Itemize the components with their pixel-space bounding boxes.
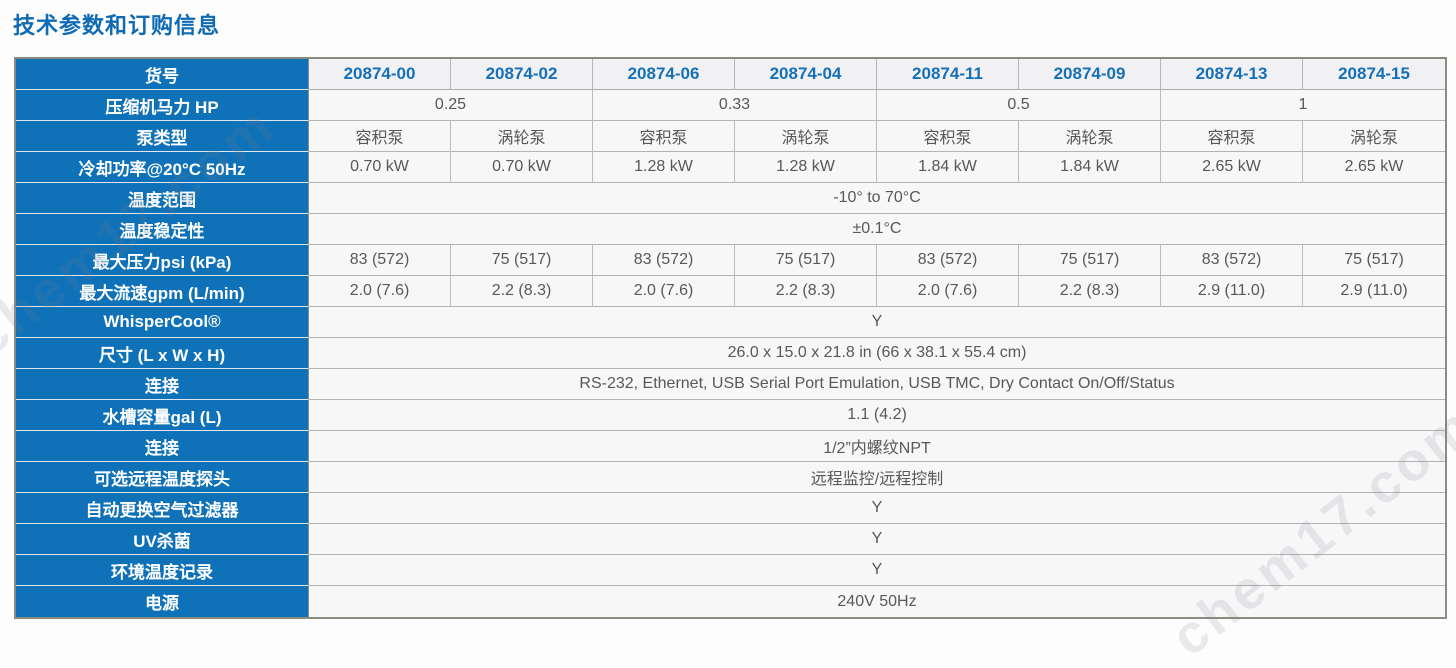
- spec-cell: 0.70 kW: [309, 152, 451, 183]
- table-row-remote-probe: 可选远程温度探头 远程监控/远程控制: [16, 462, 1445, 493]
- table-row-temp-stability: 温度稳定性 ±0.1°C: [16, 214, 1445, 245]
- spec-cell: 涡轮泵: [451, 121, 593, 152]
- table-row-connections-comm: 连接 RS-232, Ethernet, USB Serial Port Emu…: [16, 369, 1445, 400]
- page-title: 技术参数和订购信息: [13, 13, 221, 38]
- spec-cell: 26.0 x 15.0 x 21.8 in (66 x 38.1 x 55.4 …: [309, 338, 1445, 369]
- spec-cell: 1.28 kW: [735, 152, 877, 183]
- spec-cell: 0.5: [877, 90, 1161, 121]
- table-row-ambient-logging: 环境温度记录 Y: [16, 555, 1445, 586]
- table-row-whispercool: WhisperCool® Y: [16, 307, 1445, 338]
- row-label-reservoir-capacity: 水槽容量gal (L): [16, 400, 309, 431]
- row-label-temp-stability: 温度稳定性: [16, 214, 309, 245]
- catalog-number: 20874-06: [593, 59, 735, 90]
- row-label-whispercool: WhisperCool®: [16, 307, 309, 338]
- spec-table: 货号 20874-00 20874-02 20874-06 20874-04 2…: [14, 57, 1447, 619]
- spec-cell: 1.28 kW: [593, 152, 735, 183]
- spec-cell: 1.84 kW: [877, 152, 1019, 183]
- spec-cell: 2.9 (11.0): [1161, 276, 1303, 307]
- table-row-temp-range: 温度范围 -10° to 70°C: [16, 183, 1445, 214]
- spec-cell: 容积泵: [877, 121, 1019, 152]
- spec-cell: 2.2 (8.3): [735, 276, 877, 307]
- row-label-catalog: 货号: [16, 59, 309, 90]
- spec-cell: Y: [309, 524, 1445, 555]
- spec-cell: Y: [309, 307, 1445, 338]
- table-row-connections-plumbing: 连接 1/2”内螺纹NPT: [16, 431, 1445, 462]
- catalog-number: 20874-02: [451, 59, 593, 90]
- spec-cell: 2.0 (7.6): [309, 276, 451, 307]
- spec-cell: 75 (517): [1303, 245, 1445, 276]
- spec-cell: 2.65 kW: [1303, 152, 1445, 183]
- spec-cell: 2.2 (8.3): [451, 276, 593, 307]
- row-label-uv-sterilization: UV杀菌: [16, 524, 309, 555]
- catalog-number: 20874-00: [309, 59, 451, 90]
- catalog-number: 20874-13: [1161, 59, 1303, 90]
- spec-cell: 2.0 (7.6): [593, 276, 735, 307]
- spec-cell: 83 (572): [309, 245, 451, 276]
- spec-cell: 75 (517): [451, 245, 593, 276]
- spec-cell: 75 (517): [735, 245, 877, 276]
- row-label-connections-comm: 连接: [16, 369, 309, 400]
- spec-cell: RS-232, Ethernet, USB Serial Port Emulat…: [309, 369, 1445, 400]
- catalog-number: 20874-04: [735, 59, 877, 90]
- spec-cell: 2.65 kW: [1161, 152, 1303, 183]
- catalog-number: 20874-15: [1303, 59, 1445, 90]
- spec-cell: Y: [309, 555, 1445, 586]
- catalog-number: 20874-09: [1019, 59, 1161, 90]
- row-label-temp-range: 温度范围: [16, 183, 309, 214]
- table-row-max-pressure: 最大压力psi (kPa) 83 (572) 75 (517) 83 (572)…: [16, 245, 1445, 276]
- spec-cell: 1.84 kW: [1019, 152, 1161, 183]
- spec-cell: 75 (517): [1019, 245, 1161, 276]
- spec-cell: 远程监控/远程控制: [309, 462, 1445, 493]
- table-row-cooling-capacity: 冷却功率@20°C 50Hz 0.70 kW 0.70 kW 1.28 kW 1…: [16, 152, 1445, 183]
- spec-cell: 0.70 kW: [451, 152, 593, 183]
- spec-cell: 容积泵: [1161, 121, 1303, 152]
- table-row-compressor-hp: 压缩机马力 HP 0.25 0.33 0.5 1: [16, 90, 1445, 121]
- spec-cell: 1/2”内螺纹NPT: [309, 431, 1445, 462]
- table-row-catalog: 货号 20874-00 20874-02 20874-06 20874-04 2…: [16, 59, 1445, 90]
- spec-cell: 1: [1161, 90, 1445, 121]
- spec-cell: -10° to 70°C: [309, 183, 1445, 214]
- spec-cell: 涡轮泵: [735, 121, 877, 152]
- spec-cell: 2.9 (11.0): [1303, 276, 1445, 307]
- table-row-max-flow: 最大流速gpm (L/min) 2.0 (7.6) 2.2 (8.3) 2.0 …: [16, 276, 1445, 307]
- row-label-power: 电源: [16, 586, 309, 617]
- row-label-max-flow: 最大流速gpm (L/min): [16, 276, 309, 307]
- table-row-reservoir-capacity: 水槽容量gal (L) 1.1 (4.2): [16, 400, 1445, 431]
- spec-cell: 2.2 (8.3): [1019, 276, 1161, 307]
- spec-cell: 83 (572): [593, 245, 735, 276]
- spec-cell: 容积泵: [309, 121, 451, 152]
- row-label-ambient-logging: 环境温度记录: [16, 555, 309, 586]
- spec-cell: 83 (572): [1161, 245, 1303, 276]
- table-row-auto-air-filter: 自动更换空气过滤器 Y: [16, 493, 1445, 524]
- spec-cell: 0.33: [593, 90, 877, 121]
- spec-cell: 0.25: [309, 90, 593, 121]
- row-label-compressor-hp: 压缩机马力 HP: [16, 90, 309, 121]
- table-row-pump-type: 泵类型 容积泵 涡轮泵 容积泵 涡轮泵 容积泵 涡轮泵 容积泵 涡轮泵: [16, 121, 1445, 152]
- spec-cell: 容积泵: [593, 121, 735, 152]
- row-label-auto-air-filter: 自动更换空气过滤器: [16, 493, 309, 524]
- row-label-remote-probe: 可选远程温度探头: [16, 462, 309, 493]
- catalog-number: 20874-11: [877, 59, 1019, 90]
- spec-cell: 83 (572): [877, 245, 1019, 276]
- row-label-connections-plumbing: 连接: [16, 431, 309, 462]
- table-row-power: 电源 240V 50Hz: [16, 586, 1445, 617]
- spec-cell: ±0.1°C: [309, 214, 1445, 245]
- row-label-max-pressure: 最大压力psi (kPa): [16, 245, 309, 276]
- table-row-uv-sterilization: UV杀菌 Y: [16, 524, 1445, 555]
- table-row-dimensions: 尺寸 (L x W x H) 26.0 x 15.0 x 21.8 in (66…: [16, 338, 1445, 369]
- spec-cell: Y: [309, 493, 1445, 524]
- spec-cell: 涡轮泵: [1019, 121, 1161, 152]
- spec-cell: 1.1 (4.2): [309, 400, 1445, 431]
- spec-cell: 2.0 (7.6): [877, 276, 1019, 307]
- row-label-dimensions: 尺寸 (L x W x H): [16, 338, 309, 369]
- row-label-cooling-capacity: 冷却功率@20°C 50Hz: [16, 152, 309, 183]
- row-label-pump-type: 泵类型: [16, 121, 309, 152]
- spec-cell: 涡轮泵: [1303, 121, 1445, 152]
- spec-cell: 240V 50Hz: [309, 586, 1445, 617]
